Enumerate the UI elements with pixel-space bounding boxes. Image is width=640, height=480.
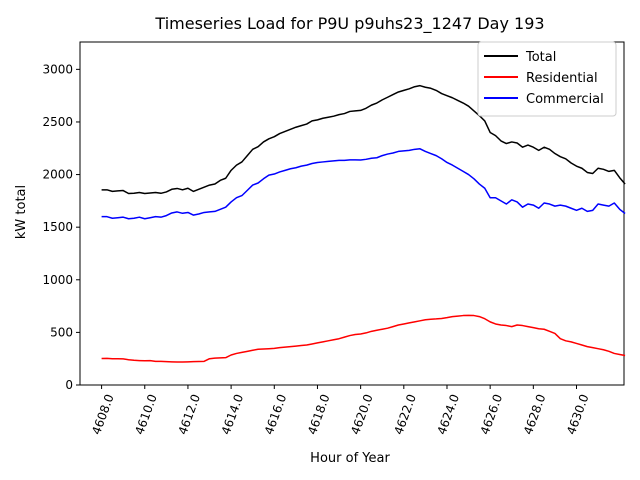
x-tick-label: 4614.0 [219, 392, 247, 436]
y-tick-label: 0 [65, 378, 73, 392]
x-tick-label: 4608.0 [89, 392, 117, 436]
y-axis: 0 500 1000 1500 2000 2500 3000 [42, 62, 80, 392]
y-tick-label: 1500 [42, 220, 73, 234]
x-axis: 4608.0 4610.0 4612.0 4614.0 4616.0 4618.0 4620… [89, 385, 592, 437]
chart-title: Timeseries Load for P9U p9uhs23_1247 Day… [154, 14, 544, 34]
legend-label-commercial: Commercial [526, 92, 604, 107]
legend-label-total: Total [525, 50, 556, 65]
y-tick-label: 2500 [42, 115, 73, 129]
y-tick-label: 2000 [42, 168, 73, 182]
x-tick-label: 4618.0 [305, 392, 333, 436]
x-tick-label: 4624.0 [435, 392, 463, 436]
series-line-total [101, 84, 626, 195]
y-tick-label: 1000 [42, 273, 73, 287]
x-tick-label: 4622.0 [391, 392, 419, 436]
series-line-residential [101, 314, 626, 363]
x-tick-label: 4612.0 [176, 392, 204, 436]
series-layer [101, 84, 626, 363]
x-tick-label: 4620.0 [348, 392, 376, 436]
legend-label-residential: Residential [526, 71, 598, 86]
x-tick-label: 4626.0 [478, 392, 506, 436]
x-tick-label: 4628.0 [521, 392, 549, 436]
x-tick-label: 4630.0 [564, 392, 592, 436]
x-tick-label: 4616.0 [262, 392, 290, 436]
y-tick-label: 500 [50, 325, 73, 339]
x-tick-label: 4610.0 [132, 392, 160, 436]
series-line-commercial [101, 148, 626, 220]
legend: Total Residential Commercial [477, 41, 617, 117]
y-tick-label: 3000 [42, 62, 73, 76]
y-axis-label: kW total [14, 185, 29, 239]
x-axis-label: Hour of Year [310, 451, 390, 466]
